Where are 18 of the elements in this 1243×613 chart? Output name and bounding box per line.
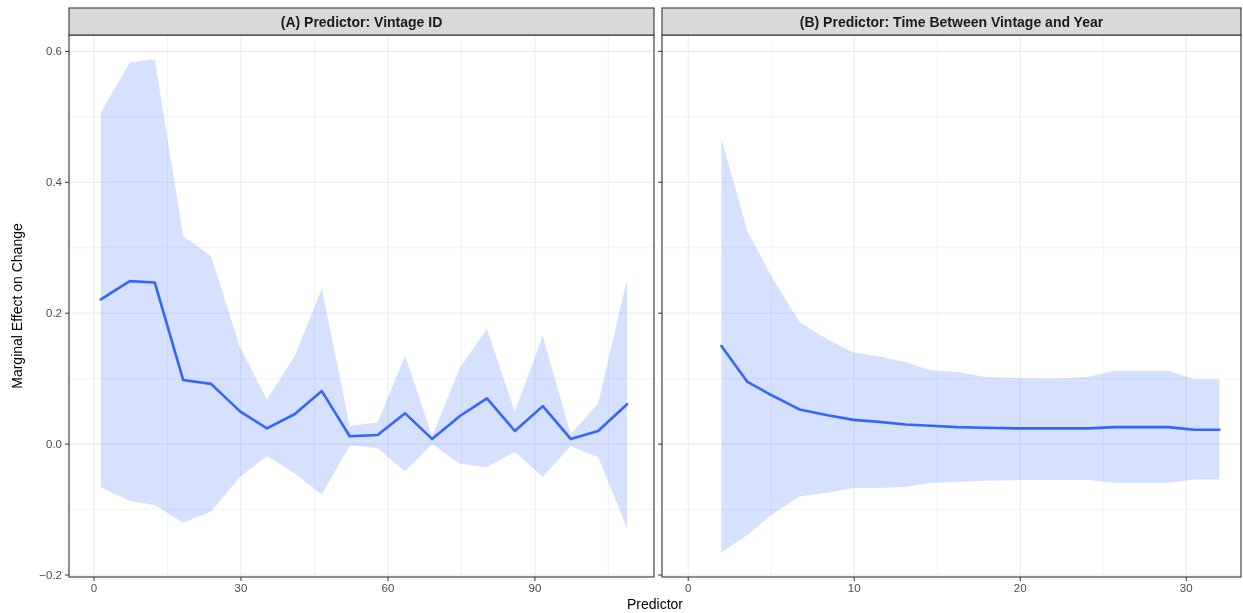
y-tick-label: 0.2	[46, 307, 62, 320]
y-tick-label: 0.4	[46, 176, 63, 189]
x-tick-label: 0	[90, 582, 98, 594]
y-tick-label: −0.2	[39, 569, 62, 582]
x-tick-label: 30	[234, 582, 248, 594]
y-tick-label: 0.6	[46, 45, 62, 58]
chart-title: (B) Predictor: Time Between Vintage and Year	[799, 13, 1104, 30]
x-tick-label: 20	[1013, 582, 1027, 594]
x-axis-title: Predictor	[626, 596, 684, 612]
x-tick-label: 60	[381, 582, 395, 594]
x-tick-label: 0	[685, 582, 692, 594]
x-tick-label: 30	[1179, 582, 1193, 594]
chart-title: (A) Predictor: Vintage ID	[280, 13, 443, 30]
y-axis-title: Marginal Effect on Change	[9, 223, 25, 389]
x-tick-label: 90	[528, 582, 542, 594]
line-series	[99, 279, 629, 441]
y-tick-label: 0.0	[46, 438, 62, 451]
x-tick-label: 10	[847, 582, 861, 594]
